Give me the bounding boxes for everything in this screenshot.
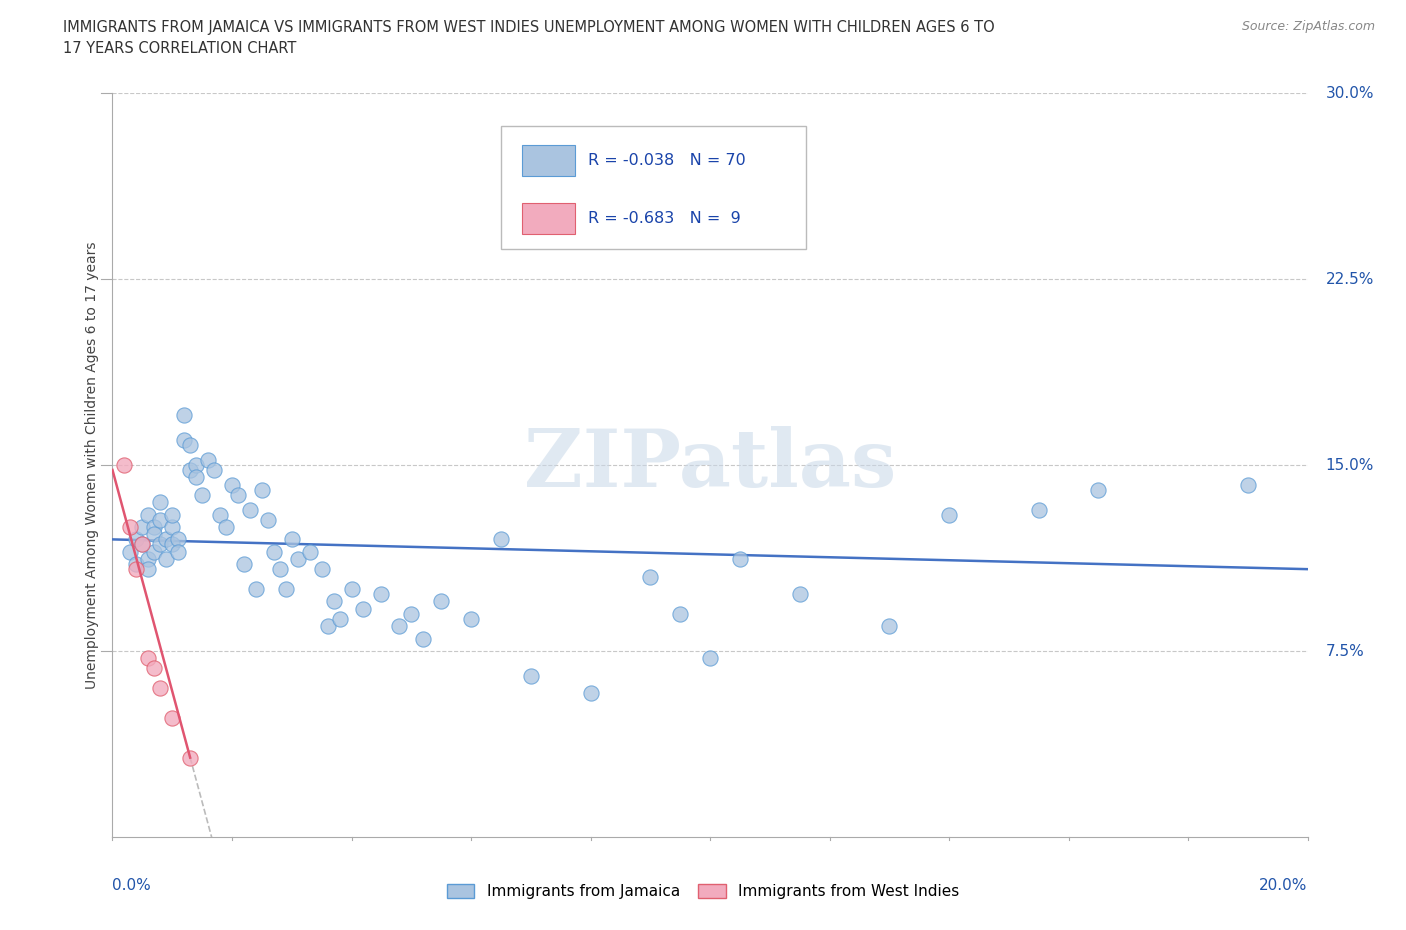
Point [401,606,423,621]
Point [179,462,201,477]
Point [1237,477,1260,492]
Point [298,544,321,559]
Point [430,594,453,609]
Point [274,581,297,596]
Point [155,551,177,566]
Point [281,532,304,547]
Y-axis label: Unemployment Among Women with Children Ages 6 to 17 years: Unemployment Among Women with Children A… [84,241,98,689]
Point [120,520,142,535]
Point [125,557,148,572]
Legend: Immigrants from Jamaica, Immigrants from West Indies: Immigrants from Jamaica, Immigrants from… [447,884,959,899]
Point [197,453,219,468]
Text: ZIPatlas: ZIPatlas [524,426,896,504]
Point [162,537,183,551]
Point [125,562,148,577]
Point [173,432,195,447]
Point [209,507,232,522]
Point [202,462,225,477]
Point [1087,483,1109,498]
Point [149,512,172,527]
Point [460,611,482,626]
Point [143,527,166,542]
Point [226,487,249,502]
Text: R = -0.038   N = 70: R = -0.038 N = 70 [588,153,745,168]
Text: 22.5%: 22.5% [1326,272,1374,286]
Point [131,520,153,535]
Point [329,611,352,626]
Point [138,651,160,666]
Point [173,408,195,423]
Point [257,512,280,527]
Point [149,495,172,510]
Point [412,631,434,646]
Point [316,618,339,633]
Point [239,502,262,517]
Point [340,581,363,596]
Text: 15.0%: 15.0% [1326,458,1374,472]
Point [322,594,344,609]
Point [1028,502,1050,517]
Point [728,551,751,566]
Point [669,606,692,621]
Point [162,520,183,535]
Point [221,477,243,492]
Point [131,537,153,551]
Point [143,520,166,535]
Point [388,618,411,633]
Text: 17 YEARS CORRELATION CHART: 17 YEARS CORRELATION CHART [63,41,297,56]
Text: 30.0%: 30.0% [1326,86,1374,100]
Point [167,544,190,559]
Point [579,685,602,700]
Point [699,651,721,666]
Point [370,587,392,602]
Point [149,681,172,696]
Point [149,537,172,551]
Point [155,532,177,547]
Point [233,557,256,572]
Point [269,562,291,577]
Point [179,438,201,453]
Point [879,618,901,633]
Point [186,458,208,472]
Point [162,507,183,522]
Text: Source: ZipAtlas.com: Source: ZipAtlas.com [1241,20,1375,33]
Point [640,569,662,584]
Point [138,562,160,577]
Point [162,711,183,725]
Point [125,532,148,547]
Point [114,458,135,472]
Point [311,562,333,577]
Point [489,532,512,547]
Point [789,587,811,602]
FancyBboxPatch shape [523,203,575,234]
FancyBboxPatch shape [523,145,575,177]
Text: IMMIGRANTS FROM JAMAICA VS IMMIGRANTS FROM WEST INDIES UNEMPLOYMENT AMONG WOMEN : IMMIGRANTS FROM JAMAICA VS IMMIGRANTS FR… [63,20,995,35]
Point [215,520,238,535]
Text: R = -0.683   N =  9: R = -0.683 N = 9 [588,211,741,226]
Point [186,470,208,485]
Point [179,751,201,765]
Text: 7.5%: 7.5% [1326,644,1364,658]
Point [138,551,160,566]
Text: 20.0%: 20.0% [1260,878,1308,893]
Point [520,669,543,684]
Point [143,544,166,559]
Point [263,544,285,559]
Text: 0.0%: 0.0% [112,878,152,893]
Point [245,581,267,596]
Point [167,532,190,547]
Point [138,507,160,522]
Point [120,544,142,559]
FancyBboxPatch shape [501,126,806,249]
Point [131,537,153,551]
Point [191,487,214,502]
Point [287,551,309,566]
Point [353,602,375,617]
Point [143,661,166,676]
Point [938,507,960,522]
Point [250,483,273,498]
